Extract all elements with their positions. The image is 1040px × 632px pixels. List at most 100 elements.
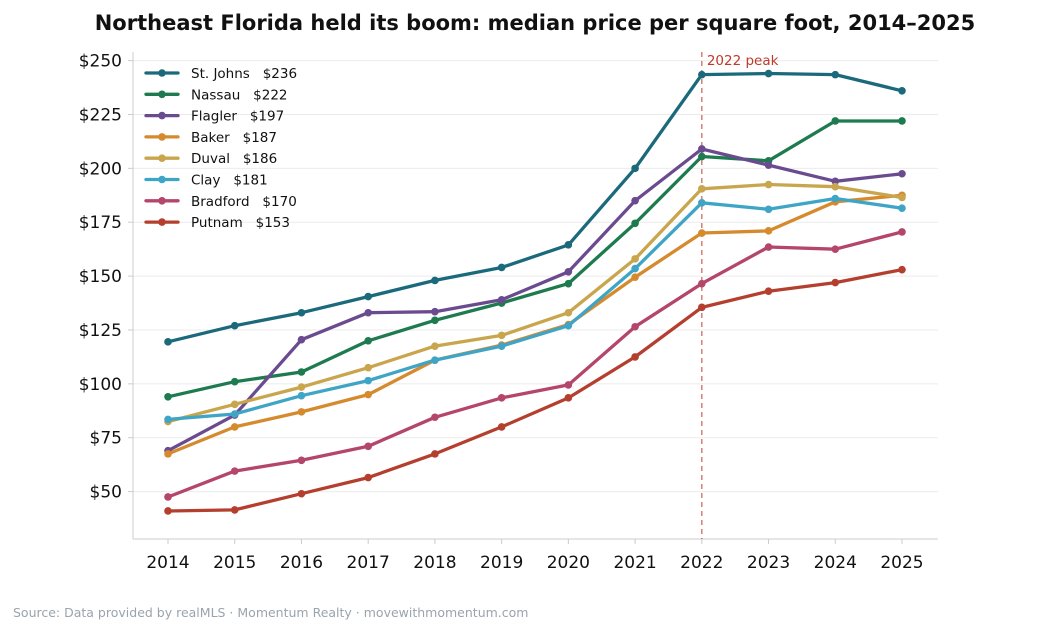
data-point-bradford (364, 442, 372, 451)
data-point-duval (831, 182, 840, 191)
data-point-duval (764, 180, 773, 189)
data-point-st-johns (831, 70, 840, 79)
data-point-st-johns (898, 86, 906, 95)
y-tick-label: $150 (79, 267, 122, 287)
data-point-duval (230, 400, 239, 409)
data-point-putnam (631, 353, 639, 361)
data-point-clay (230, 410, 239, 418)
series-line-bradford (166, 230, 904, 499)
y-tick-label: $250 (79, 52, 122, 72)
data-point-baker (297, 408, 306, 416)
data-point-bradford (230, 467, 239, 475)
data-point-duval (431, 342, 439, 350)
series-duval (164, 180, 906, 426)
data-point-baker (631, 273, 639, 281)
legend-item-duval: Duval $186 (144, 151, 277, 167)
data-point-flagler (764, 161, 773, 169)
y-tick-label: $100 (79, 375, 122, 395)
data-point-st-johns (297, 308, 306, 317)
y-tick-label: $50 (90, 483, 122, 503)
data-point-putnam (698, 303, 706, 312)
data-point-clay (431, 356, 439, 364)
data-point-st-johns (230, 321, 239, 330)
x-tick-label: 2023 (747, 553, 790, 573)
data-point-bradford (497, 394, 506, 402)
data-point-baker (764, 227, 773, 235)
data-point-bradford (164, 493, 172, 501)
peak-annotation-label: 2022 peak (707, 53, 779, 69)
x-tick-label: 2017 (347, 553, 390, 573)
series-line-flagler (166, 147, 904, 453)
legend-item-bradford: Bradford $170 (144, 194, 297, 210)
data-point-nassau (631, 219, 639, 228)
legend-item-baker: Baker $187 (144, 130, 277, 146)
data-point-flagler (631, 196, 639, 205)
y-tick-label: $225 (79, 105, 122, 125)
data-point-bradford (431, 413, 439, 422)
x-tick-label: 2021 (613, 553, 656, 573)
x-tick-label: 2024 (814, 553, 857, 573)
legend-label: Duval $186 (191, 151, 277, 167)
chart-title: Northeast Florida held its boom: median … (95, 11, 976, 35)
data-point-clay (164, 415, 172, 424)
y-axis-ticks: $50 $75 $100 $125 $150 $175 $200 $225 $250 (79, 52, 133, 503)
y-tick-label: $200 (79, 159, 122, 179)
legend-marker (158, 90, 166, 99)
legend-label: St. Johns $236 (191, 66, 297, 82)
data-point-flagler (364, 308, 372, 317)
legend-item-st-johns: St. Johns $236 (144, 66, 297, 82)
series-clay (164, 194, 906, 424)
legend-label: Bradford $170 (191, 194, 297, 210)
legend: St. Johns $236 Nassau $222 Flagler $197 Bak… (144, 66, 297, 231)
legend-marker (158, 175, 166, 184)
data-point-clay (698, 199, 706, 207)
legend-marker (158, 197, 166, 205)
data-point-flagler (497, 296, 506, 304)
data-point-nassau (564, 279, 573, 288)
data-point-baker (230, 423, 239, 431)
annotations: 2022 peak (701, 52, 779, 539)
legend-label: Baker $187 (191, 130, 277, 146)
legend-marker (158, 111, 166, 120)
y-tick-label: $175 (79, 213, 122, 233)
series-line-putnam (166, 267, 904, 513)
data-point-nassau (898, 117, 906, 125)
data-point-putnam (831, 278, 840, 287)
data-point-putnam (297, 489, 306, 498)
legend-label: Putnam $153 (191, 215, 290, 231)
legend-item-clay: Clay $181 (144, 173, 268, 189)
data-point-putnam (497, 423, 506, 431)
data-point-st-johns (497, 263, 506, 272)
data-point-bradford (831, 245, 840, 253)
data-point-baker (698, 229, 706, 237)
legend-label: Flagler $197 (191, 109, 284, 125)
data-point-clay (497, 342, 506, 350)
data-point-flagler (898, 169, 906, 178)
data-point-duval (698, 185, 706, 193)
x-tick-label: 2018 (413, 553, 456, 573)
data-point-st-johns (698, 70, 706, 79)
data-point-clay (631, 264, 639, 273)
data-point-st-johns (631, 164, 639, 173)
series-st-johns (164, 69, 906, 346)
data-point-duval (898, 193, 906, 202)
legend-item-nassau: Nassau $222 (144, 87, 288, 103)
legend-marker (158, 69, 166, 77)
series-nassau (164, 117, 906, 401)
data-point-duval (297, 383, 306, 391)
data-point-putnam (364, 473, 372, 482)
data-point-duval (364, 363, 372, 372)
data-point-putnam (764, 287, 773, 295)
data-point-putnam (431, 450, 439, 458)
data-point-nassau (297, 368, 306, 376)
data-point-st-johns (764, 69, 773, 78)
data-point-clay (364, 376, 372, 385)
y-tick-label: $75 (90, 429, 122, 449)
legend-item-putnam: Putnam $153 (144, 215, 290, 231)
series-lines (164, 69, 906, 515)
data-point-nassau (431, 316, 439, 325)
data-point-flagler (564, 267, 573, 276)
x-tick-label: 2019 (480, 553, 523, 573)
data-point-nassau (698, 152, 706, 161)
data-point-bradford (898, 228, 906, 236)
